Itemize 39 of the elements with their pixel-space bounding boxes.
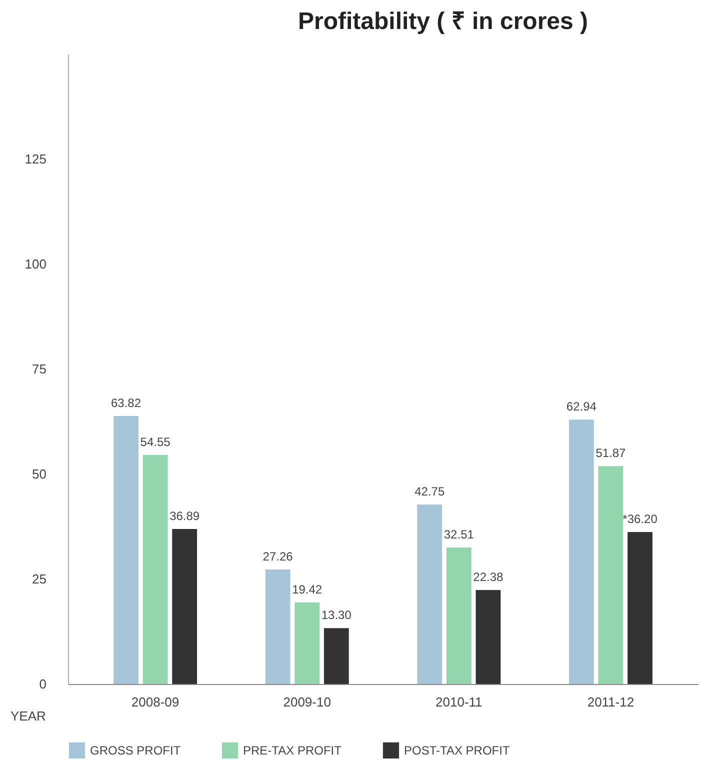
bar xyxy=(172,529,198,684)
x-axis-title: YEAR xyxy=(10,708,46,724)
data-label: 62.94 xyxy=(566,400,597,414)
data-label: 36.89 xyxy=(170,509,200,524)
y-tick-label: 25 xyxy=(32,572,46,586)
y-tick-label: 50 xyxy=(32,466,46,482)
bar xyxy=(324,628,349,684)
chart-title: Profitability ( ₹ in crores ) xyxy=(298,8,588,35)
data-label: 51.87 xyxy=(596,446,626,460)
data-label: 63.82 xyxy=(110,396,142,410)
data-label: 27.26 xyxy=(262,550,294,564)
data-label: 42.75 xyxy=(414,484,445,498)
y-tick-label: 0 xyxy=(39,676,46,692)
data-label: 19.42 xyxy=(292,582,322,596)
data-label: 22.38 xyxy=(473,570,504,584)
x-tick-label: 2011-12 xyxy=(587,694,634,710)
bar xyxy=(628,532,652,684)
x-tick-label: 2010-11 xyxy=(436,694,482,710)
legend-label: GROSS PROFIT xyxy=(90,743,182,758)
bar xyxy=(417,504,442,684)
bar xyxy=(265,570,290,684)
data-label: *36.20 xyxy=(622,512,658,526)
bar xyxy=(294,602,320,684)
y-tick-label: 100 xyxy=(24,256,46,272)
data-label: 32.51 xyxy=(444,527,474,542)
bar xyxy=(476,590,501,684)
bar xyxy=(142,454,168,684)
x-tick-label: 2008-09 xyxy=(131,694,180,710)
bar xyxy=(446,547,472,684)
bar xyxy=(598,466,624,684)
legend-label: POST-TAX PROFIT xyxy=(404,743,510,758)
data-label: 54.55 xyxy=(140,434,171,449)
data-label: 13.30 xyxy=(321,608,352,622)
y-tick-label: 75 xyxy=(32,362,46,376)
x-tick-label: 2009-10 xyxy=(283,694,331,710)
bar xyxy=(568,420,594,684)
bar xyxy=(114,416,138,684)
y-tick-label: 125 xyxy=(24,152,46,166)
legend-label: PRE-TAX PROFIT xyxy=(243,743,342,758)
